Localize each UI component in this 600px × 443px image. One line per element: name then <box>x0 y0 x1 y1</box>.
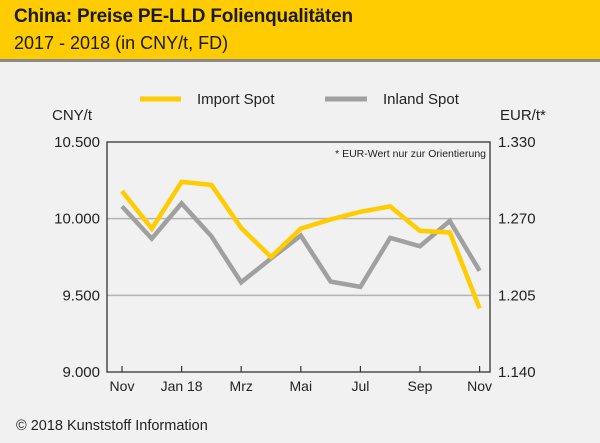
y-axis-label-left: CNY/t <box>52 107 93 124</box>
x-tick-label: Mai <box>290 378 313 394</box>
x-tick-label: Jul <box>351 378 369 394</box>
chart-title: China: Preise PE-LLD Folienqualitäten <box>14 6 353 27</box>
y-axis-label-right: EUR/t* <box>500 107 546 124</box>
series-line-inland-spot <box>120 199 482 290</box>
y-tick-label-left: 9.000 <box>62 364 100 381</box>
x-tick-label: Jan 18 <box>161 378 203 394</box>
y-tick-label-right: 1.205 <box>498 287 536 304</box>
copyright-footer: © 2018 Kunststoff Information <box>16 418 208 434</box>
legend-label-import: Import Spot <box>197 91 275 108</box>
x-axis: Nov Jan 18 Mrz Mai Jul Sep Nov <box>110 366 492 394</box>
y-axis-left: 9.000 9.500 10.000 10.500 <box>54 134 100 381</box>
y-axis-right: 1.140 1.205 1.270 1.330 <box>498 134 536 381</box>
series-group <box>120 179 482 310</box>
x-tick-label: Nov <box>467 378 492 394</box>
x-tick-label: Sep <box>408 378 433 394</box>
y-tick-label-right: 1.330 <box>498 134 536 151</box>
y-tick-label-left: 10.500 <box>54 134 100 151</box>
x-tick-label: Nov <box>110 378 135 394</box>
y-tick-label-right: 1.270 <box>498 211 536 228</box>
chart-header: China: Preise PE-LLD Folienqualitäten 20… <box>0 0 600 62</box>
x-tick-label: Mrz <box>230 378 253 394</box>
chart-subtitle: 2017 - 2018 (in CNY/t, FD) <box>14 33 229 53</box>
legend: Import Spot Inland Spot <box>140 91 460 108</box>
y-tick-label-left: 10.000 <box>54 211 100 228</box>
y-tick-label-right: 1.140 <box>498 364 536 381</box>
plot-frame <box>106 141 491 373</box>
series-line-import-spot <box>120 179 482 310</box>
y-tick-label-left: 9.500 <box>62 287 100 304</box>
footnote: * EUR-Wert nur zur Orientierung <box>335 148 486 160</box>
legend-label-inland: Inland Spot <box>383 91 460 108</box>
